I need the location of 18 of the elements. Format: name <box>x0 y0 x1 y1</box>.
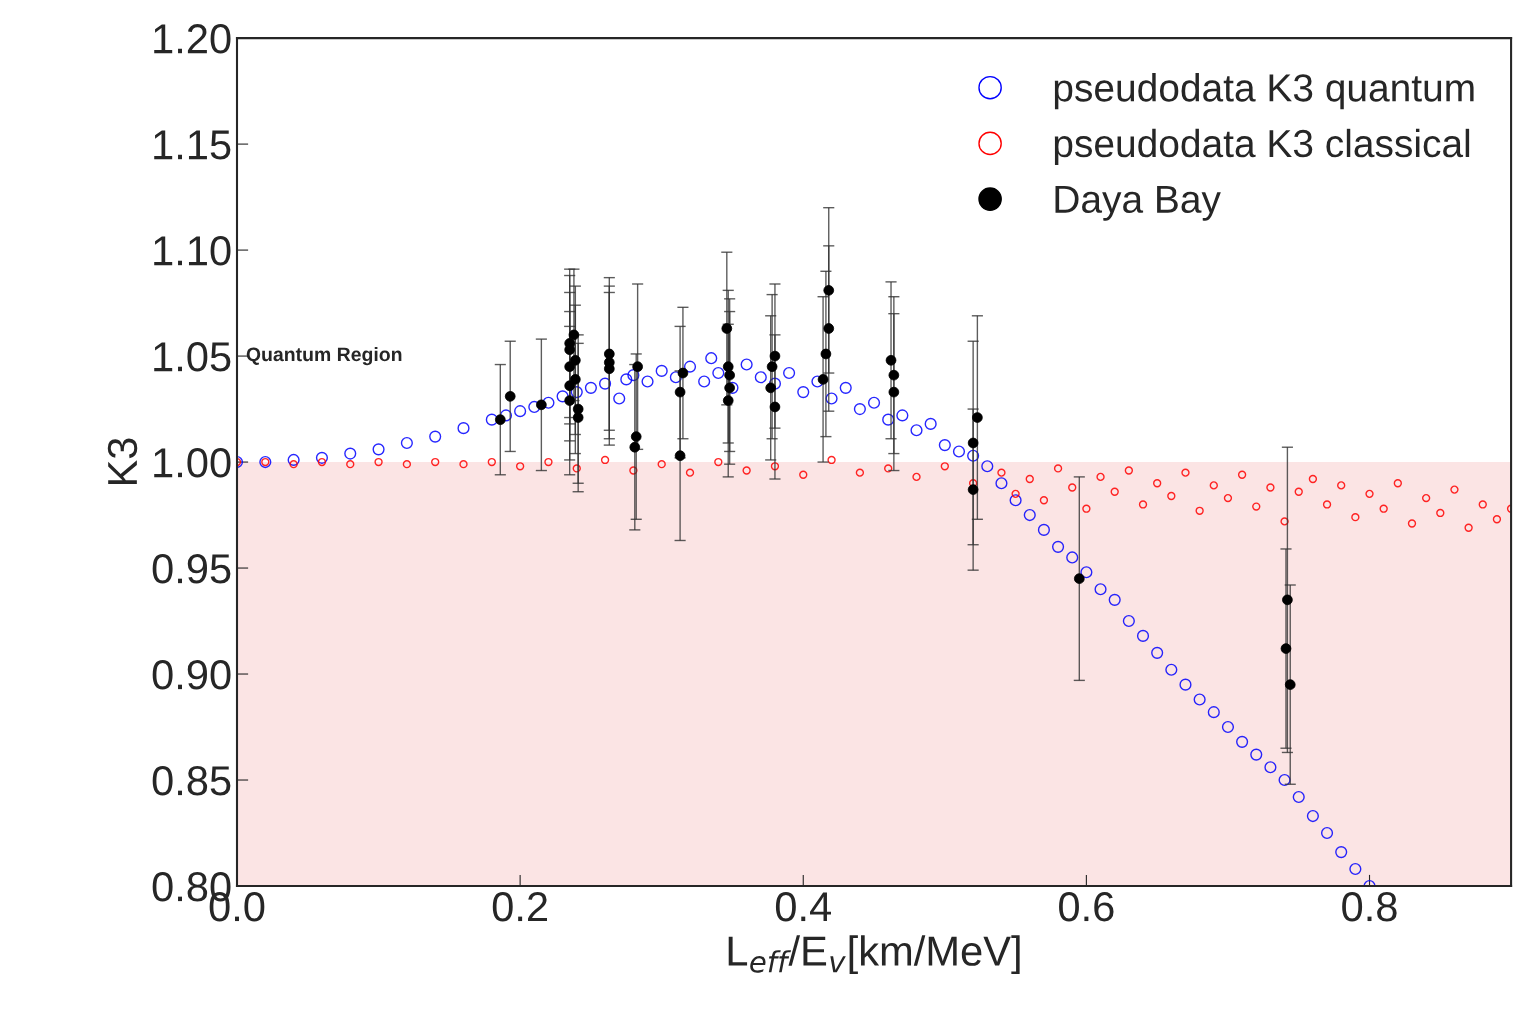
annotation: Quantum Region <box>246 346 402 366</box>
y-tick-label: 1.05 <box>154 342 231 372</box>
y-tick-label: 1.15 <box>154 130 231 160</box>
x-tick-label: 0.4 <box>775 891 831 922</box>
y-axis-title: K3 <box>107 438 138 485</box>
x-tick-label: 0.8 <box>1342 891 1397 922</box>
x-axis-title: L$_{eff}$/E$_{v}$[km/MeV] <box>728 935 1020 975</box>
y-tick-label: 1.00 <box>154 448 231 478</box>
y-tick-label: 1.20 <box>154 24 231 54</box>
legend-label: Daya Bay <box>1055 185 1221 221</box>
y-tick-label: 0.95 <box>152 554 231 584</box>
x-tick-label: 0.6 <box>1059 891 1114 922</box>
y-tick-label: 0.85 <box>152 766 231 796</box>
y-tick-label: 1.10 <box>154 236 231 266</box>
y-tick-label: 0.90 <box>152 660 231 690</box>
x-tick-label: 0.2 <box>492 891 547 922</box>
legend-label: pseudodata K3 classical <box>1054 128 1470 166</box>
legend-label: pseudodata K3 quantum <box>1054 73 1474 110</box>
